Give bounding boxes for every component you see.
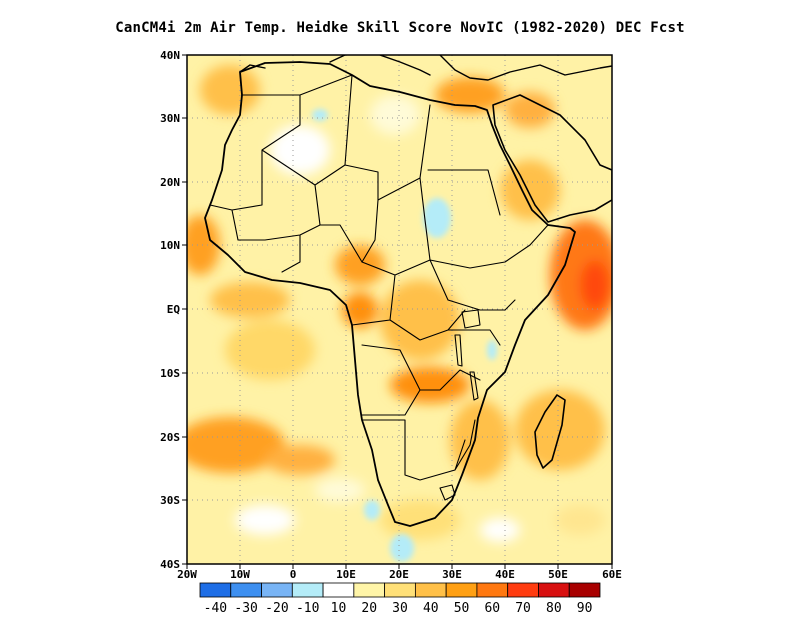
arabia-coastline xyxy=(492,94,612,223)
colorbar-label: 10 xyxy=(331,601,347,616)
colorbar-swatch xyxy=(445,582,478,598)
boundaries xyxy=(204,55,612,527)
europe-coastline xyxy=(239,55,612,81)
x-tick-label: 60E xyxy=(602,568,622,581)
x-tick-label: 10E xyxy=(336,568,356,581)
x-tick-label: 20E xyxy=(389,568,409,581)
colorbar-swatch xyxy=(538,582,570,598)
lake-victoria xyxy=(461,309,481,329)
x-tick-label: 40E xyxy=(495,568,515,581)
y-tick-label: 40N xyxy=(160,49,180,62)
colorbar-swatch xyxy=(476,582,509,598)
skill-patches xyxy=(187,65,612,542)
y-tick-label: EQ xyxy=(167,303,181,316)
colorbar-swatch xyxy=(414,582,447,598)
colorbar-label: 80 xyxy=(546,601,562,616)
colorbar-label: 40 xyxy=(423,601,439,616)
graticule xyxy=(187,55,612,564)
colorbar-label: 50 xyxy=(454,601,470,616)
colorbar-swatch xyxy=(230,582,262,598)
africa-coastline xyxy=(204,61,576,527)
y-tick-label: 40S xyxy=(160,558,180,571)
x-tick-label: 10W xyxy=(230,568,250,581)
y-tick-label: 10N xyxy=(160,239,180,252)
colorbar-label: -40 xyxy=(204,601,227,616)
x-tick-label: 20W xyxy=(177,568,197,581)
colorbar-label: -20 xyxy=(265,601,288,616)
colorbar-label: 30 xyxy=(392,601,408,616)
y-tick-label: 30N xyxy=(160,112,180,125)
madagascar-coastline xyxy=(534,394,566,469)
colorbar-swatch xyxy=(322,582,355,598)
colorbar-swatch xyxy=(384,582,416,598)
colorbar-swatch xyxy=(291,582,324,598)
lesotho-border xyxy=(439,484,456,501)
colorbar-label: 90 xyxy=(577,601,593,616)
x-tick-label: 0 xyxy=(290,568,297,581)
colorbar-label: -30 xyxy=(234,601,257,616)
tick-marks xyxy=(182,54,613,569)
colorbar-label: 20 xyxy=(361,601,377,616)
colorbar-label: 60 xyxy=(484,601,500,616)
colorbar-label: 70 xyxy=(515,601,531,616)
y-tick-label: 30S xyxy=(160,494,180,507)
colorbar-swatch xyxy=(199,582,232,598)
colorbar-label: -10 xyxy=(296,601,319,616)
x-tick-label: 50E xyxy=(548,568,568,581)
lake-tanganyika xyxy=(454,334,463,367)
negative-skill-patches xyxy=(312,109,497,562)
y-axis-labels: 40N 30N 20N 10N EQ 10S 20S 30S 40S xyxy=(160,49,180,571)
y-tick-label: 20N xyxy=(160,176,180,189)
colorbar-swatch xyxy=(507,582,539,598)
lake-malawi xyxy=(469,371,479,401)
y-tick-label: 10S xyxy=(160,367,180,380)
country-borders xyxy=(209,74,549,481)
map-title: CanCM4i 2m Air Temp. Heidke Skill Score … xyxy=(115,20,685,36)
colorbar-swatch xyxy=(568,582,601,598)
x-tick-label: 30E xyxy=(442,568,462,581)
colorbar-swatch xyxy=(261,582,293,598)
y-tick-label: 20S xyxy=(160,431,180,444)
colorbar-swatch xyxy=(353,582,386,598)
x-axis-labels: 20W 10W 0 10E 20E 30E 40E 50E 60E xyxy=(177,568,622,581)
colorbar: -40 -30 -20 -10 10 20 30 40 50 60 70 80 90 xyxy=(199,582,601,616)
